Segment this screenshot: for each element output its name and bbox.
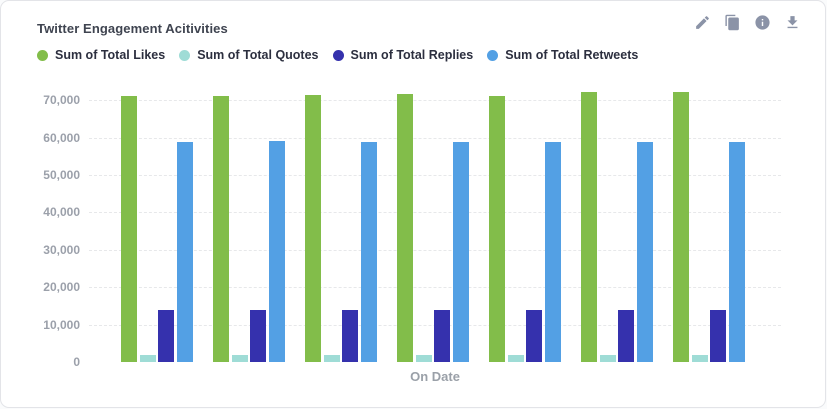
bar[interactable]: [139, 354, 156, 362]
bar[interactable]: [489, 96, 505, 362]
gridline: [89, 175, 781, 176]
y-axis-tick-label: 70,000: [43, 93, 80, 108]
legend-label: Sum of Total Retweets: [505, 48, 639, 62]
legend-label: Sum of Total Quotes: [197, 48, 319, 62]
bar[interactable]: [728, 142, 745, 362]
pencil-icon: [694, 14, 711, 31]
chart-area: On Date 0 10,000 20,000 30,000 40,000 50,000 6…: [1, 86, 825, 396]
duplicate-button[interactable]: [724, 14, 741, 31]
bar[interactable]: [176, 142, 193, 362]
gridline: [89, 100, 781, 102]
gridline: [89, 287, 781, 289]
y-axis-tick-label: 0: [73, 355, 80, 369]
legend-label: Sum of Total Likes: [55, 48, 166, 62]
legend-dot-icon: [487, 49, 499, 61]
bar[interactable]: [434, 309, 450, 362]
info-icon: [754, 14, 771, 31]
bar[interactable]: [360, 142, 377, 362]
bar[interactable]: [581, 92, 597, 362]
bar[interactable]: [305, 94, 321, 362]
bar[interactable]: [158, 309, 174, 362]
y-axis-tick-label: 20,000: [43, 280, 80, 295]
y-axis-tick-label: 30,000: [43, 242, 80, 257]
legend-item[interactable]: Sum of Total Replies: [332, 48, 474, 62]
legend-item[interactable]: Sum of Total Quotes: [179, 48, 319, 62]
copy-icon: [724, 14, 741, 31]
bar[interactable]: [599, 354, 616, 362]
legend-dot-icon: [332, 49, 344, 61]
bar[interactable]: [544, 142, 561, 362]
bar[interactable]: [323, 354, 340, 362]
bar[interactable]: [618, 309, 634, 362]
legend-dot-icon: [179, 49, 191, 61]
gridline: [89, 137, 781, 139]
y-axis-tick-label: 60,000: [43, 130, 80, 145]
toolbar: [694, 14, 801, 31]
bar[interactable]: [121, 96, 137, 362]
bar[interactable]: [213, 96, 229, 362]
bar[interactable]: [710, 309, 726, 362]
gridline: [89, 212, 781, 214]
bar[interactable]: [415, 354, 432, 362]
bar[interactable]: [397, 93, 413, 362]
info-button[interactable]: [754, 14, 771, 31]
legend-label: Sum of Total Replies: [350, 48, 474, 62]
bar[interactable]: [342, 310, 358, 362]
y-axis-tick-label: 50,000: [43, 168, 80, 182]
bar[interactable]: [452, 142, 469, 362]
download-icon: [784, 14, 801, 31]
x-axis-title: On Date: [410, 369, 460, 384]
bar[interactable]: [691, 354, 708, 362]
y-axis-tick-label: 10,000: [43, 317, 80, 332]
bar[interactable]: [673, 92, 689, 362]
bar[interactable]: [526, 309, 542, 362]
card-header: Twitter Engagement Acitivities: [37, 14, 801, 40]
edit-button[interactable]: [694, 14, 711, 31]
download-button[interactable]: [784, 14, 801, 31]
y-axis-tick-label: 40,000: [43, 205, 80, 220]
legend-item[interactable]: Sum of Total Retweets: [487, 48, 638, 62]
gridline: [89, 249, 781, 251]
legend-item[interactable]: Sum of Total Likes: [37, 48, 165, 62]
bar[interactable]: [636, 142, 653, 362]
chart-title: Twitter Engagement Acitivities: [37, 21, 228, 36]
bar[interactable]: [250, 309, 266, 362]
bar[interactable]: [507, 354, 524, 362]
legend-dot-icon: [37, 49, 48, 61]
legend: Sum of Total Likes Sum of Total Quotes Sum…: [37, 48, 638, 62]
bar[interactable]: [231, 354, 248, 362]
bar[interactable]: [268, 140, 285, 362]
